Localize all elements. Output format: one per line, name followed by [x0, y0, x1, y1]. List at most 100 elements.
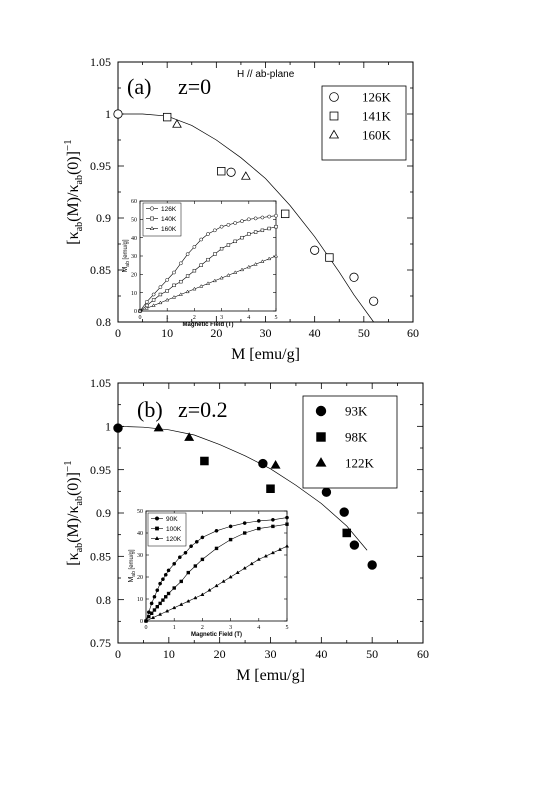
inset-series-160K [137, 253, 279, 313]
inset-data-point [214, 583, 219, 588]
y-axis-label-part: (M)/κ [65, 184, 82, 221]
inset-data-point [256, 519, 261, 523]
y-tick-label: 0.85 [90, 263, 111, 277]
inset-x-tick-label: 3 [220, 315, 223, 321]
y-axis-label-part: (0)] [65, 151, 82, 175]
inset-data-point [199, 237, 204, 242]
y-tick-label: 0.75 [90, 636, 111, 650]
inset-data-point [270, 550, 275, 555]
inset-y-tick-label: 60 [131, 199, 137, 205]
inset-x-tick-label: 5 [275, 315, 278, 321]
inset-data-point [158, 285, 163, 290]
y-axis-label-part: ab [74, 222, 85, 231]
legend-label: 126K [362, 90, 392, 105]
data-point [349, 272, 359, 282]
inset-data-point [179, 579, 183, 584]
inset-data-point [267, 256, 272, 261]
inset-data-point [186, 570, 190, 575]
inset-data-point [151, 292, 156, 297]
inset-data-point [228, 574, 233, 579]
y-axis-label-part: ab [74, 543, 85, 552]
inset-data-point [200, 535, 205, 540]
inset-data-point [158, 300, 163, 305]
data-point [153, 422, 164, 432]
legend-label: 141K [362, 109, 392, 124]
inset-legend-label: 140K [161, 216, 177, 223]
composition-label: z=0.2 [178, 397, 228, 422]
inset-data-point [212, 228, 217, 233]
inset-data-point [206, 232, 210, 236]
inset-data-point [243, 531, 247, 535]
inset-x-tick-label: 0 [145, 625, 148, 631]
inset-y-tick-label: 40 [137, 531, 143, 537]
field-label: H // ab-plane [237, 69, 295, 80]
data-point [310, 245, 320, 255]
inset-data-point [226, 273, 231, 277]
x-tick-label: 40 [309, 326, 321, 340]
inset-data-point [185, 289, 190, 294]
inset-series-120K [143, 544, 290, 623]
inset-data-point [228, 524, 233, 529]
inset-y-axis-label: Mab [emu/g] [122, 239, 131, 272]
inset-data-point [178, 261, 183, 266]
inset-data-point [186, 599, 191, 603]
y-tick-label: 1.05 [90, 376, 111, 390]
inset-series-126K [138, 213, 278, 313]
inset-data-point [165, 289, 169, 293]
y-axis-label-part: (0)] [65, 472, 82, 496]
inset-data-point [199, 284, 204, 288]
inset-data-point [165, 297, 170, 302]
inset-legend-marker [149, 206, 155, 211]
inset-legend-label: 160K [161, 226, 177, 233]
inset-data-point [260, 215, 265, 220]
inset-data-point [246, 264, 251, 269]
inset-data-point [151, 303, 156, 307]
x-tick-label: 0 [115, 326, 121, 340]
y-tick-label: 0.95 [90, 463, 111, 477]
inset-data-point [206, 257, 210, 262]
inset-data-point [253, 230, 258, 234]
inset-data-point [165, 277, 170, 282]
inset-data-point [192, 286, 197, 291]
x-tick-label: 50 [358, 326, 370, 340]
inset-data-point [239, 267, 245, 272]
x-tick-label: 20 [214, 647, 226, 661]
inset-y-tick-label: 10 [137, 597, 143, 603]
inset-data-point [172, 605, 177, 610]
y-tick-label: 1 [105, 107, 111, 121]
inset-data-point [151, 615, 156, 620]
data-point [280, 209, 290, 219]
inset-data-point [247, 232, 251, 236]
inset-data-point [172, 270, 176, 275]
data-point [172, 119, 182, 128]
y-tick-label: 0.8 [96, 315, 111, 329]
inset-y-tick-label: 20 [137, 575, 143, 581]
legend-label: 160K [362, 128, 392, 143]
inset-y-tick-label: 20 [131, 272, 137, 278]
inset-data-point [172, 561, 177, 566]
x-tick-label: 0 [115, 647, 121, 661]
y-axis-label-part: [κ [65, 552, 82, 565]
inset-data-point [192, 268, 197, 273]
inset-data-point [277, 547, 282, 551]
inset-data-point [271, 524, 275, 529]
inset-data-point [267, 226, 271, 231]
y-tick-label: 0.8 [96, 593, 111, 607]
inset-data-point [177, 555, 182, 560]
inset-data-point [164, 595, 168, 599]
legend-label: 98K [345, 430, 368, 445]
inset-data-point [205, 281, 211, 285]
inset-data-point [233, 221, 238, 225]
series-126K [113, 109, 379, 306]
inset-data-point [143, 618, 149, 623]
legend-label: 93K [345, 404, 368, 419]
inset-data-point [193, 564, 198, 568]
inset-y-axis-label-part: [emu/g] [129, 549, 135, 571]
inset-data-point [214, 528, 219, 533]
inset-data-point [152, 594, 157, 599]
inset-y-tick-label: 30 [131, 254, 137, 260]
data-point [349, 540, 360, 550]
